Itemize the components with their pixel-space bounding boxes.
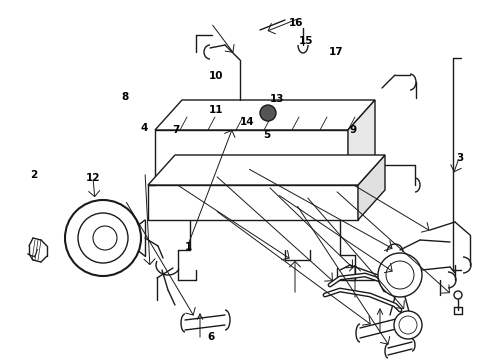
Text: 17: 17 [328,47,343,57]
Polygon shape [155,130,348,185]
Text: 11: 11 [208,105,223,115]
Text: 3: 3 [456,153,463,163]
Polygon shape [148,185,358,220]
Circle shape [65,200,141,276]
Text: 2: 2 [30,170,37,180]
Text: 15: 15 [299,36,314,46]
Text: 4: 4 [141,123,148,133]
Circle shape [454,291,462,299]
Text: 6: 6 [207,332,214,342]
Circle shape [78,213,128,263]
Circle shape [93,226,117,250]
Text: 9: 9 [349,125,356,135]
Polygon shape [155,100,375,130]
Polygon shape [148,155,385,185]
Text: 13: 13 [270,94,284,104]
Text: 1: 1 [185,242,192,252]
Circle shape [394,311,422,339]
Text: 5: 5 [264,130,270,140]
Circle shape [260,105,276,121]
Text: 16: 16 [289,18,304,28]
Text: 10: 10 [208,71,223,81]
Circle shape [378,253,422,297]
Polygon shape [348,100,375,185]
Text: 7: 7 [172,125,180,135]
Circle shape [386,261,414,289]
Text: 12: 12 [86,173,100,183]
Circle shape [399,316,417,334]
Text: 8: 8 [122,92,128,102]
Text: 14: 14 [240,117,255,127]
Polygon shape [358,155,385,220]
